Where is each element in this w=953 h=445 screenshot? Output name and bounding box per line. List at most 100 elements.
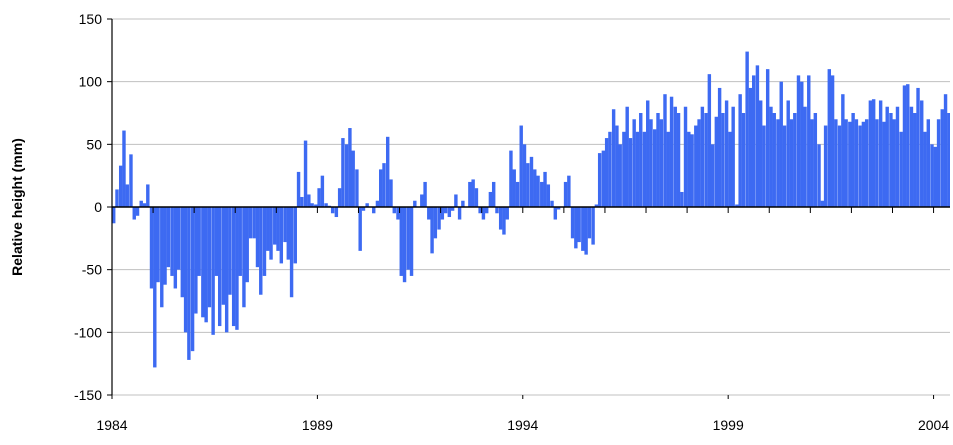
bar	[926, 119, 931, 207]
bar	[687, 131, 691, 207]
bar	[365, 203, 369, 207]
bar	[574, 207, 578, 249]
bar	[673, 106, 677, 207]
bar	[639, 113, 643, 207]
bar	[348, 128, 352, 207]
bar	[659, 119, 663, 207]
bar	[546, 184, 551, 207]
bar	[248, 207, 253, 239]
bar	[536, 175, 540, 207]
bar	[827, 69, 832, 207]
bar	[484, 207, 489, 214]
bar	[669, 96, 674, 207]
bar	[649, 119, 653, 207]
bar	[529, 156, 534, 207]
bar	[170, 207, 174, 276]
bar	[656, 113, 660, 207]
bar	[341, 138, 345, 207]
bar	[752, 75, 756, 208]
bar	[221, 207, 226, 305]
bar	[796, 75, 801, 208]
bar	[420, 194, 424, 207]
bar	[132, 207, 136, 220]
bar	[697, 119, 701, 207]
bar	[183, 207, 188, 333]
bar	[861, 121, 866, 207]
bar	[690, 134, 694, 207]
bar	[279, 207, 284, 264]
bar	[115, 189, 119, 207]
bar	[615, 125, 619, 207]
bar	[245, 207, 249, 283]
bar	[745, 51, 749, 207]
bar	[502, 207, 506, 235]
y-tick-label: 50	[86, 136, 102, 152]
bar	[622, 131, 626, 207]
bar	[741, 113, 746, 207]
bar	[351, 150, 355, 207]
bar	[461, 200, 465, 207]
bar	[385, 136, 390, 207]
bar	[943, 94, 948, 207]
bar	[642, 131, 647, 207]
bar	[399, 207, 403, 276]
bar	[337, 188, 342, 207]
bar	[413, 200, 417, 207]
bar	[440, 207, 445, 220]
bar	[228, 207, 232, 295]
bar	[334, 207, 339, 218]
bar	[392, 207, 396, 214]
bar	[447, 207, 452, 218]
bar	[488, 191, 493, 207]
bar	[676, 113, 681, 207]
bar	[160, 207, 164, 308]
bar	[509, 150, 513, 207]
bar	[721, 113, 725, 207]
bar	[180, 207, 185, 298]
bar	[567, 175, 571, 207]
bar	[190, 207, 195, 352]
bar	[594, 204, 599, 207]
bar	[540, 181, 544, 207]
bar	[454, 194, 458, 207]
bar	[714, 116, 719, 207]
x-tick-label: 1999	[713, 417, 744, 433]
bar	[930, 144, 934, 207]
bar	[238, 207, 242, 276]
bar	[871, 99, 876, 207]
bar	[495, 207, 499, 214]
bar	[303, 140, 308, 207]
bar	[841, 94, 845, 207]
bar	[474, 188, 479, 207]
bar	[330, 207, 335, 214]
bar	[834, 119, 838, 207]
bar	[396, 207, 400, 220]
bar	[112, 207, 116, 224]
bar	[755, 65, 760, 207]
bar	[830, 75, 835, 208]
bar	[515, 181, 520, 207]
bar	[217, 207, 222, 327]
bar	[125, 184, 129, 207]
bar	[235, 207, 239, 330]
bar	[293, 207, 297, 264]
bar	[382, 163, 386, 207]
bar	[526, 163, 530, 207]
bar	[789, 119, 794, 207]
y-tick-label: 0	[94, 199, 102, 215]
bar	[553, 207, 558, 220]
bar	[704, 113, 708, 207]
bar	[176, 207, 181, 270]
bar	[868, 100, 873, 207]
bar	[194, 207, 198, 314]
bar	[581, 207, 585, 251]
bar	[505, 207, 509, 220]
bar	[402, 207, 407, 283]
bar	[864, 119, 869, 207]
bar	[296, 171, 301, 207]
bar	[800, 81, 804, 207]
bar	[625, 106, 629, 207]
x-tick-label: 1989	[302, 417, 333, 433]
y-tick-label: 100	[79, 74, 103, 90]
